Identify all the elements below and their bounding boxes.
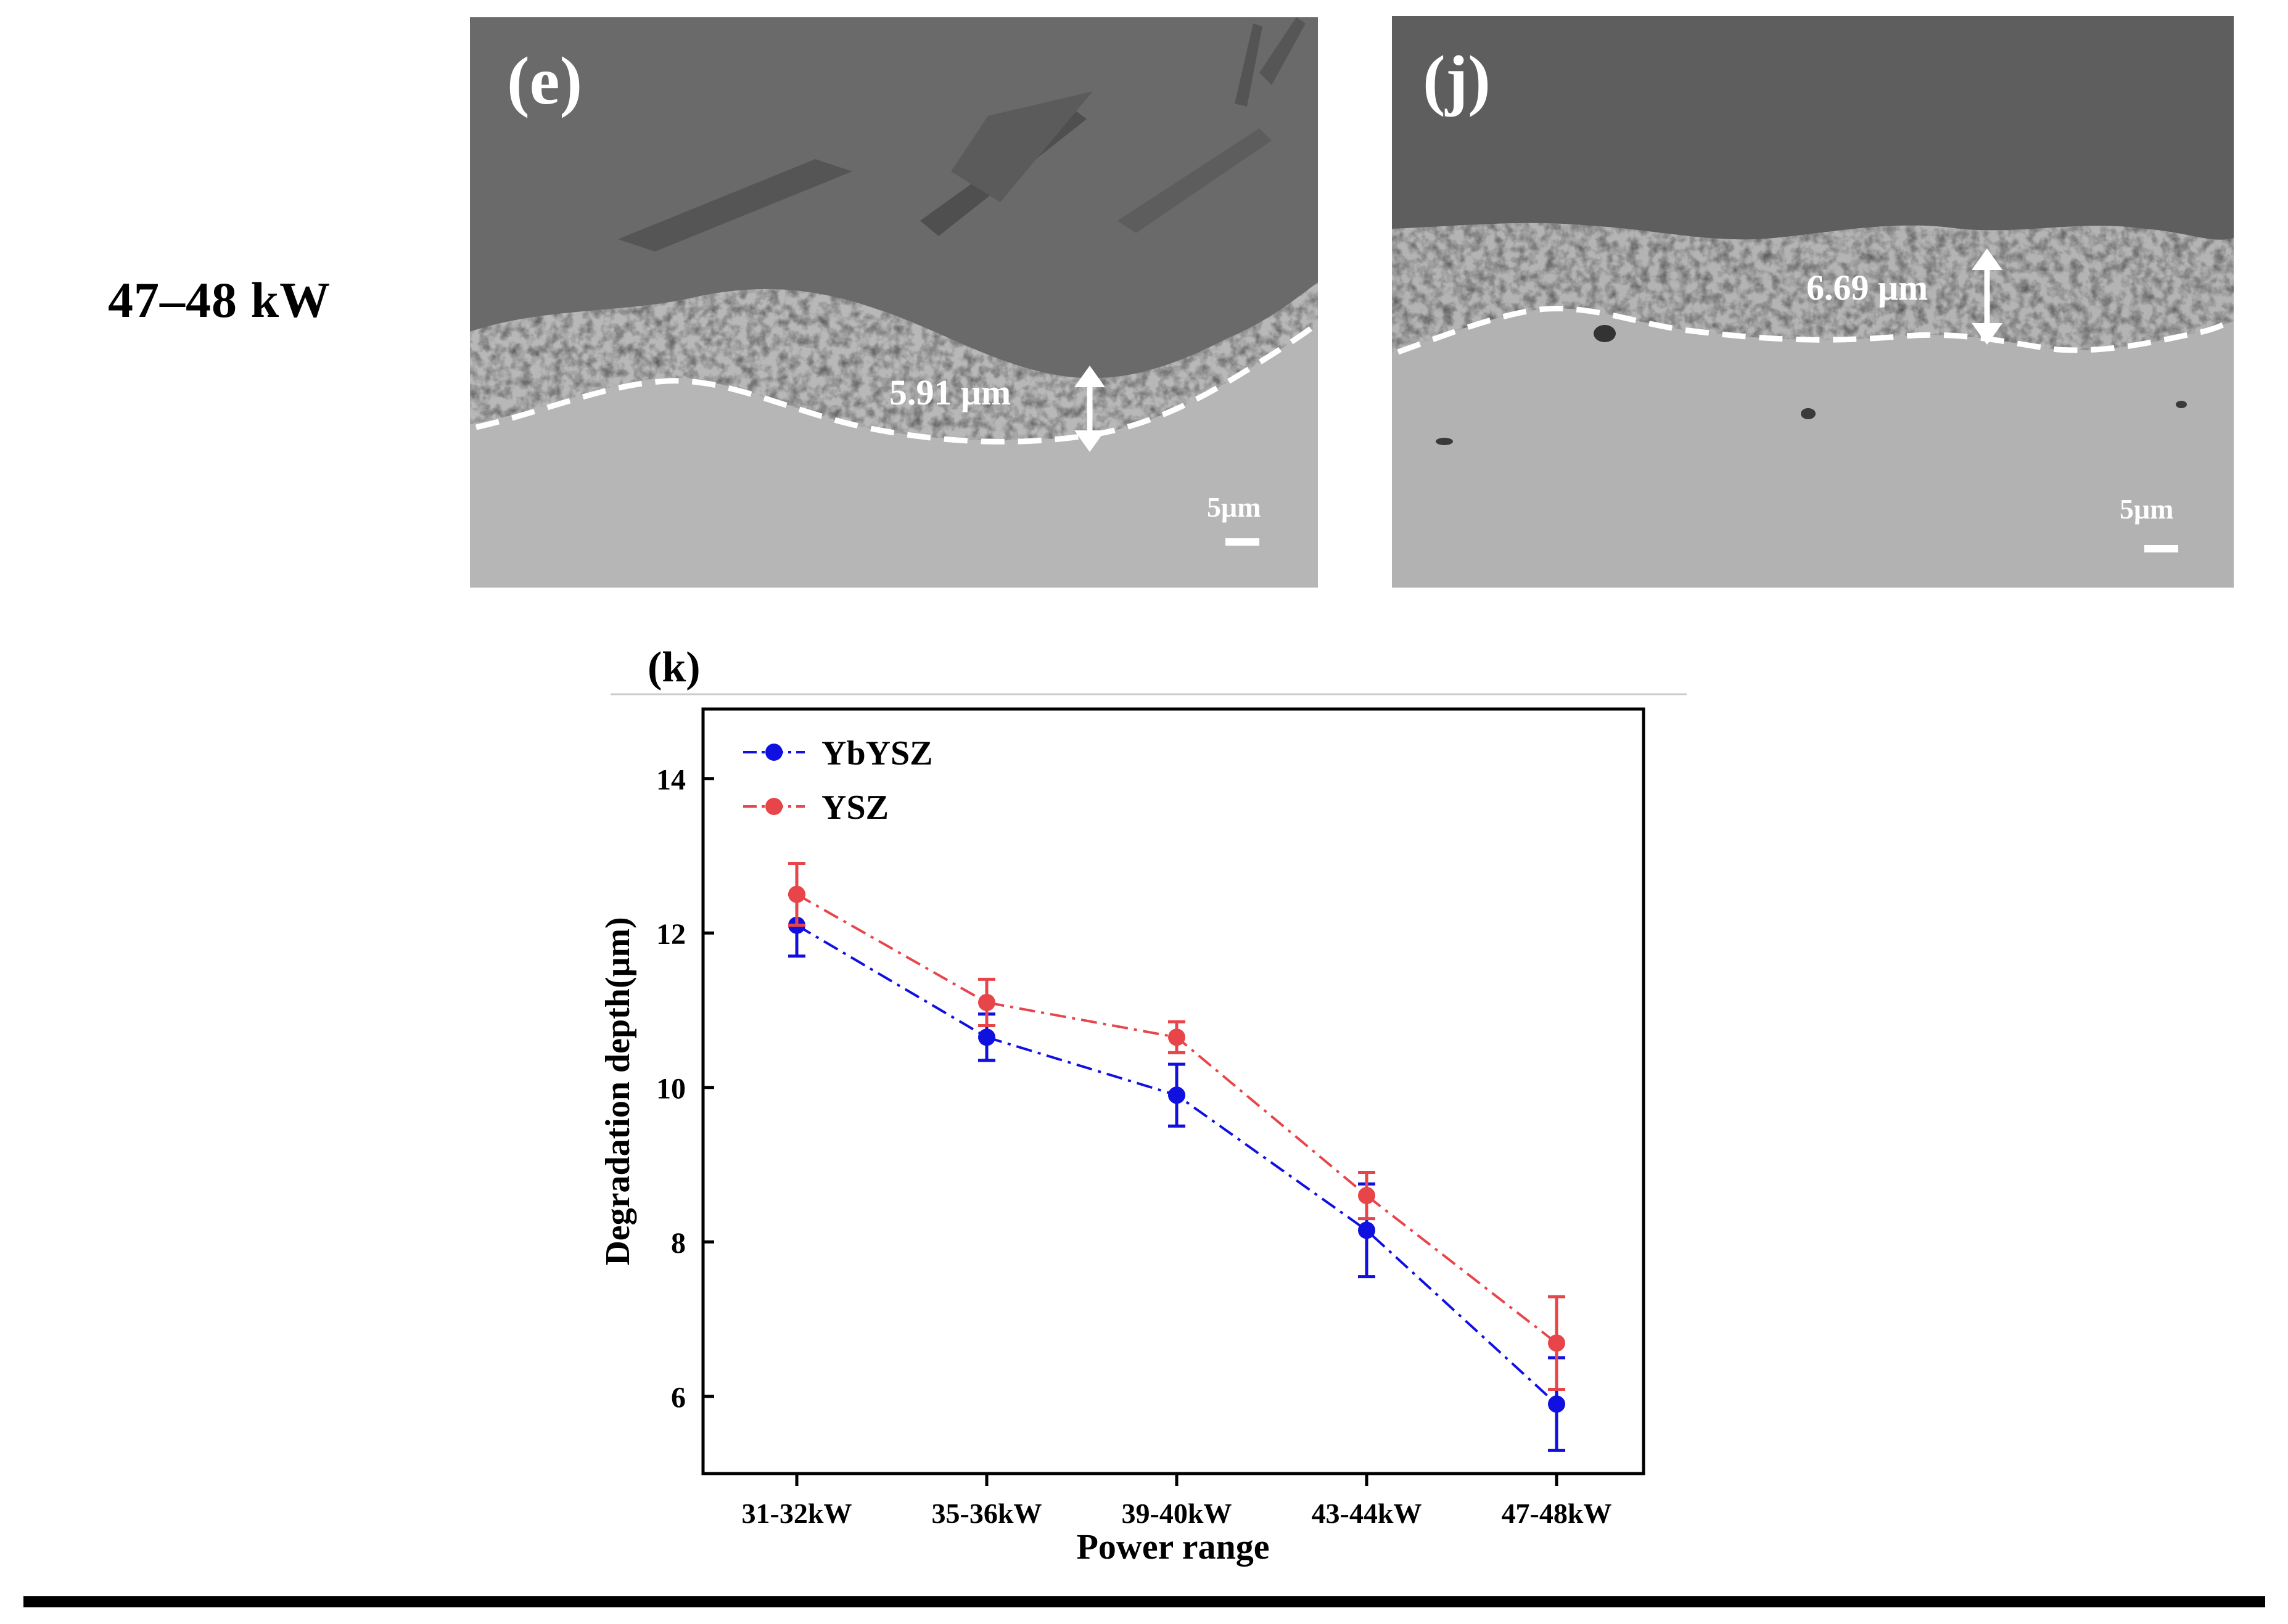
legend-marker-ysz: [765, 798, 783, 815]
data-point-ysz-1: [978, 993, 995, 1011]
y-axis-title: Degradation depth(μm): [599, 917, 637, 1265]
chart-panel-label: (k): [648, 644, 701, 691]
legend-label-ysz: YSZ: [821, 789, 889, 827]
data-point-ysz-3: [1358, 1187, 1375, 1205]
data-point-ysz-4: [1548, 1334, 1565, 1352]
data-point-ybysz-2: [1168, 1086, 1185, 1104]
scale-bar-j: [2144, 545, 2178, 552]
sem-micrograph-e: (e) 5.91 μm 5μm: [470, 17, 1318, 588]
y-tick-label-0: 6: [671, 1382, 686, 1414]
degradation-chart: (k) 6 8 10 12 14 31-32kW 35-36kW 39-40kW 43-44kW…: [592, 635, 1702, 1597]
x-axis-title: Power range: [1077, 1527, 1270, 1567]
legend-marker-ybysz: [765, 744, 783, 761]
y-tick-label-2: 10: [656, 1073, 686, 1105]
panel-label-e: (e): [507, 43, 582, 118]
scale-label-j: 5μm: [2120, 493, 2173, 525]
degradation-chart-svg: (k) 6 8 10 12 14 31-32kW 35-36kW 39-40kW 43-44kW…: [599, 644, 1687, 1567]
data-point-ysz-2: [1168, 1028, 1185, 1046]
data-point-ybysz-3: [1358, 1221, 1375, 1239]
sem-image-j: (j) 6.69 μm 5μm: [1392, 16, 2234, 588]
depth-label-j: 6.69 μm: [1806, 268, 1928, 308]
row-label-power: 47–48 kW: [108, 272, 331, 328]
sem-micrograph-j: (j) 6.69 μm 5μm: [1392, 16, 2234, 588]
data-point-ybysz-1: [978, 1028, 995, 1046]
x-tick-label-1: 35-36kW: [932, 1498, 1042, 1529]
y-tick-label-4: 14: [656, 764, 686, 797]
scale-bar-e: [1225, 538, 1259, 546]
data-point-ysz-0: [788, 885, 805, 903]
x-tick-label-2: 39-40kW: [1122, 1498, 1232, 1529]
legend-label-ybysz: YbYSZ: [821, 734, 933, 773]
x-tick-label-3: 43-44kW: [1312, 1498, 1422, 1529]
y-tick-label-1: 8: [671, 1227, 686, 1260]
sem-image-e: (e) 5.91 μm 5μm: [470, 17, 1318, 588]
depth-label-e: 5.91 μm: [889, 372, 1011, 412]
x-tick-label-4: 47-48kW: [1502, 1498, 1612, 1529]
panel-label-j: (j): [1423, 42, 1491, 117]
scale-label-e: 5μm: [1207, 491, 1261, 523]
series-line-ybysz: [796, 924, 1558, 1405]
plot-frame: [701, 707, 1645, 1475]
bottom-rule: [23, 1596, 2265, 1607]
x-tick-label-0: 31-32kW: [742, 1498, 852, 1529]
data-point-ybysz-4: [1548, 1395, 1565, 1413]
y-tick-label-3: 12: [656, 918, 686, 951]
